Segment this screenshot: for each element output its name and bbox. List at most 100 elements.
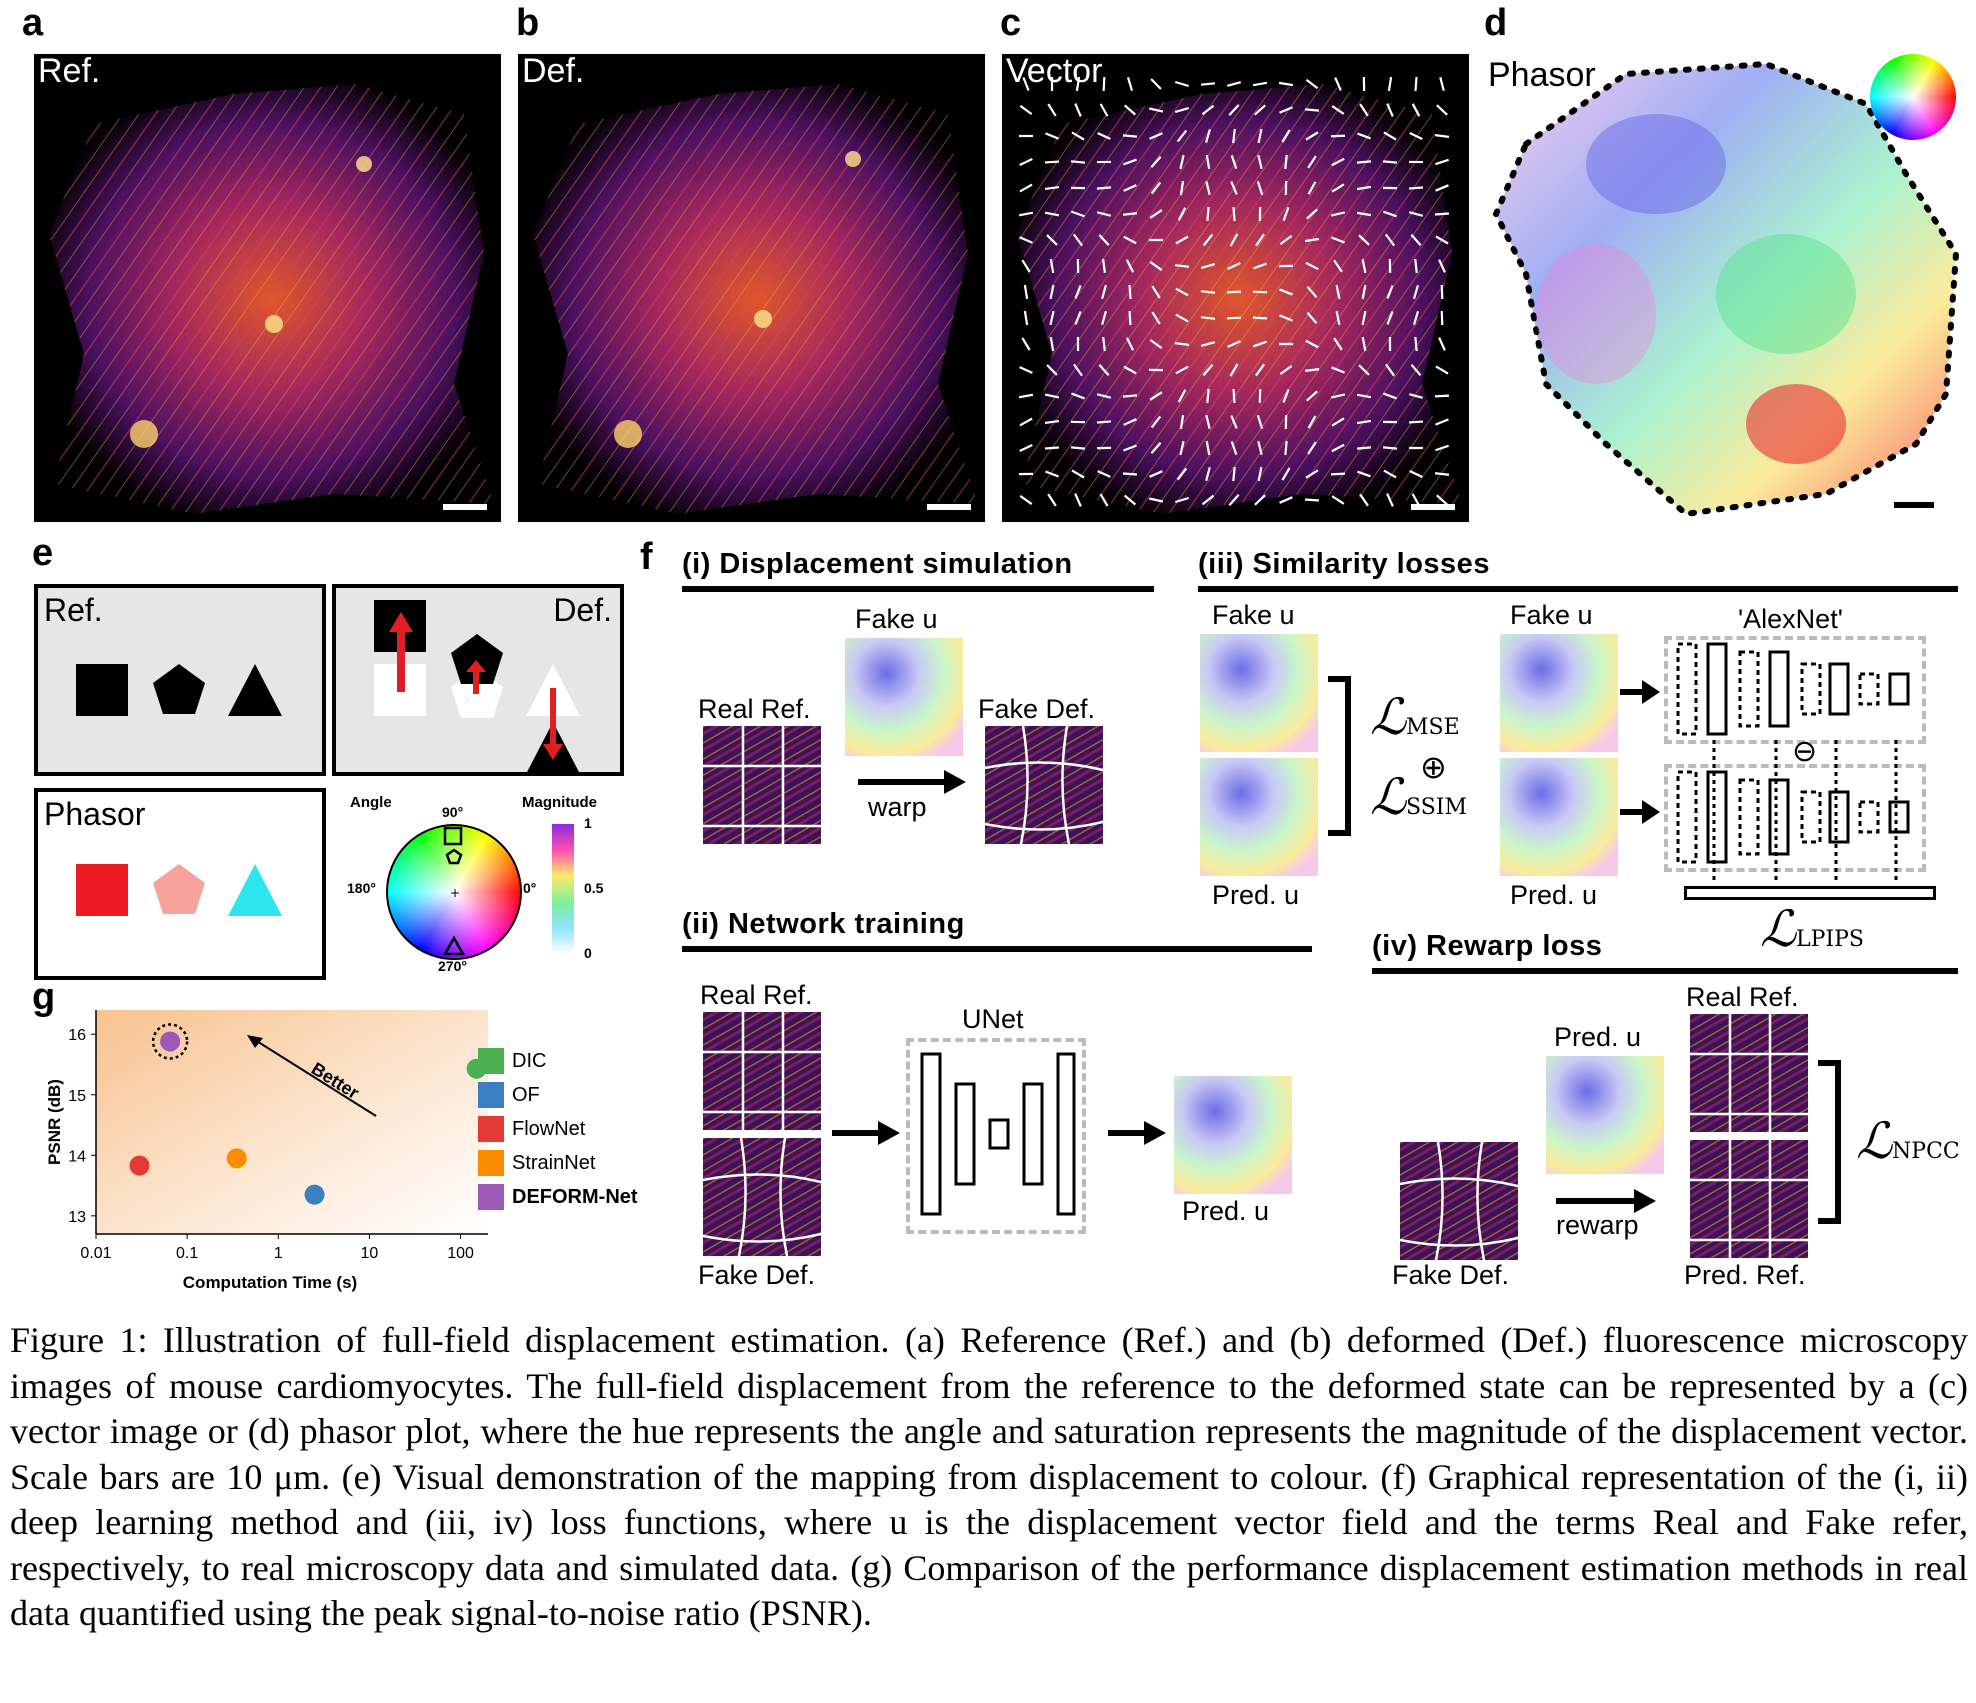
vector-arrow: [1102, 76, 1106, 92]
vector-arrow: [1386, 493, 1394, 507]
square-red: [76, 864, 128, 916]
section-ii-rule: [682, 946, 1312, 952]
alexnet-input-arrows: [1620, 680, 1660, 824]
vector-arrow: [1358, 234, 1370, 246]
vector-arrow: [1438, 259, 1446, 273]
section-iii-rule: [1198, 586, 1958, 592]
vector-arrow: [1284, 440, 1288, 456]
vector-arrow: [1023, 310, 1029, 326]
panel-d-label: Phasor: [1488, 56, 1596, 94]
figure-caption: Figure 1: Illustration of full-field dis…: [10, 1320, 1968, 1633]
vector-arrow: [1150, 181, 1162, 195]
vector-arrow: [1279, 496, 1293, 504]
ii-arrow-1-head-icon: [878, 1121, 900, 1145]
vector-arrow: [1206, 388, 1210, 404]
vector-arrow: [1386, 311, 1394, 325]
vector-arrow: [1435, 235, 1449, 245]
vector-arrow: [1305, 131, 1319, 141]
arrow-down-icon: [543, 688, 563, 760]
vector-arrow: [1304, 237, 1320, 243]
vector-arrow: [1096, 420, 1112, 424]
vector-arrow: [1306, 311, 1318, 325]
i-fake-u-label: Fake u: [855, 604, 938, 635]
vector-arrow: [1125, 337, 1135, 351]
vector-arrow: [1306, 285, 1318, 299]
section-iii-title: (iii) Similarity losses: [1198, 548, 1490, 580]
vector-arrow: [1071, 131, 1085, 141]
vector-arrow: [1331, 105, 1345, 115]
legend-label: OF: [512, 1083, 540, 1106]
vector-arrow: [1435, 365, 1449, 375]
vector-arrow: [1047, 103, 1057, 117]
ii-real-ref-label: Real Ref.: [700, 980, 813, 1010]
vector-arrow: [1202, 233, 1214, 247]
vector-arrow: [1049, 336, 1055, 352]
vector-arrow: [1434, 394, 1450, 398]
vector-arrow: [1386, 285, 1394, 299]
arrow-up-icon: [397, 624, 405, 692]
vector-arrow: [1252, 316, 1268, 320]
vector-arrow: [1331, 495, 1345, 505]
legend-swatch: [478, 1082, 504, 1108]
vector-arrow: [1200, 316, 1216, 320]
scale-bar: [443, 504, 487, 510]
magnitude-bar: [552, 824, 574, 954]
section-iv-rule: [1372, 968, 1958, 974]
arrow-up-small-icon: [466, 660, 486, 694]
deg90-label: 90°: [442, 804, 464, 820]
vector-arrow: [1097, 132, 1111, 140]
better-arrow-head: [247, 1035, 263, 1048]
vector-arrow: [1414, 336, 1418, 352]
vector-arrow: [1150, 156, 1162, 168]
wheel-markers: +: [442, 826, 466, 956]
vector-arrow: [1282, 389, 1290, 403]
warp-label: warp: [868, 792, 927, 822]
ii-fake-def-image: [702, 1137, 822, 1257]
vector-arrow: [1387, 76, 1393, 92]
vector-arrow: [1435, 158, 1449, 166]
vector-arrow: [1019, 158, 1033, 166]
panel-a-label: Ref.: [38, 54, 101, 90]
vector-arrow: [1304, 108, 1320, 112]
pentagon-pink: [153, 864, 205, 914]
vector-arrow: [1019, 495, 1033, 505]
vector-arrow: [1306, 390, 1318, 402]
vector-arrow: [1074, 285, 1082, 299]
vector-arrow: [1359, 493, 1369, 507]
vector-arrow: [1205, 180, 1211, 196]
panel-b-letter: b: [516, 2, 540, 44]
vector-arrow: [1383, 131, 1397, 141]
vector-arrow: [1149, 209, 1163, 219]
square-shape: [76, 664, 128, 716]
vector-arrow: [1227, 262, 1241, 270]
pentagon-moved: [451, 634, 503, 684]
rewarp-label: rewarp: [1556, 1210, 1639, 1240]
vector-arrow: [1098, 364, 1110, 376]
point-flownet: [129, 1155, 150, 1176]
panel-d-letter: d: [1484, 2, 1508, 44]
scale-bar: [927, 504, 971, 510]
panel-c-letter: c: [1000, 2, 1022, 44]
psnr-scatter-chart: Computation Time (s) PSNR (dB) 0.01 0.1 1 1…: [45, 1010, 488, 1292]
alexnet-box-bottom: [1664, 764, 1926, 872]
vector-arrow: [1410, 234, 1422, 246]
vector-arrow: [1230, 441, 1238, 455]
point-strainnet: [226, 1148, 247, 1169]
y-tick-label: 13: [68, 1209, 86, 1226]
loss-npcc: ℒNPCC: [1856, 1112, 1960, 1170]
vector-arrow: [1257, 440, 1263, 456]
vector-arrow: [1304, 498, 1320, 502]
vector-arrow: [1150, 442, 1162, 454]
iv-fake-def-image: [1399, 1141, 1519, 1261]
vector-arrow: [1099, 103, 1109, 117]
vector-arrow: [1018, 393, 1034, 399]
panel-g-letter: g: [32, 976, 56, 1018]
vector-arrow: [1356, 393, 1372, 399]
vector-arrow: [1125, 259, 1135, 273]
vector-arrow: [1175, 313, 1189, 323]
vector-arrow: [1361, 284, 1367, 300]
vector-arrow: [1046, 364, 1058, 376]
cell-image-def: [533, 84, 978, 514]
vector-arrow: [1434, 472, 1450, 476]
vector-arrow: [1176, 467, 1188, 481]
